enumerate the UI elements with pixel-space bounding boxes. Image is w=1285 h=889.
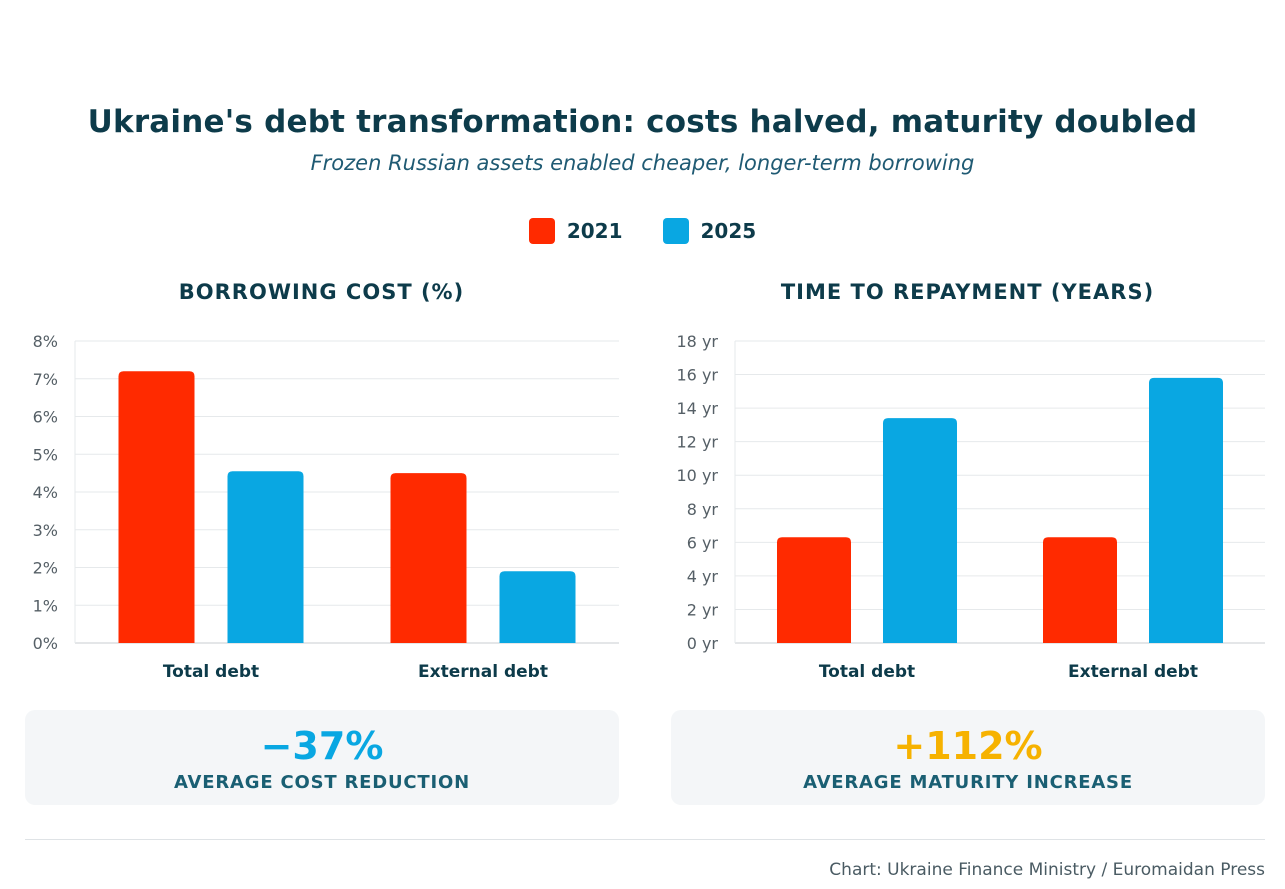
cost-y-tick-label: 2%: [33, 559, 58, 578]
legend-label-2025: 2025: [700, 219, 757, 243]
maturity-increase-value: +112%: [893, 724, 1043, 768]
maturity-increase-label: AVERAGE MATURITY INCREASE: [803, 772, 1133, 793]
borrowing-cost-chart: 0% 1% 2% 3% 4% 5% 6% 7% 8% Total debt External deb…: [33, 332, 619, 682]
cost-y-tick-label: 8%: [33, 332, 58, 351]
legend-item-2021: 2021: [528, 218, 623, 244]
legend-label-2021: 2021: [566, 219, 623, 243]
repay-category-label: External debt: [1068, 662, 1198, 682]
chart-title: Ukraine's debt transformation: costs hal…: [87, 104, 1198, 140]
cost-y-tick-label: 6%: [33, 408, 58, 427]
repay-bar-2025-external-debt: [1149, 377, 1223, 643]
repay-y-tick-label: 14 yr: [677, 399, 719, 418]
repay-y-tick-label: 6 yr: [687, 533, 719, 552]
cost-category-label: Total debt: [163, 662, 259, 682]
cost-reduction-label: AVERAGE COST REDUCTION: [174, 772, 470, 793]
cost-bar-2025-external-debt: [499, 571, 576, 643]
cost-y-tick-label: 0%: [33, 634, 58, 653]
legend-item-2025: 2025: [662, 218, 757, 244]
repayment-chart: 0 yr 2 yr 4 yr 6 yr 8 yr 10 yr 12 yr 14 yr 16 yr…: [677, 332, 1265, 682]
source-credit: Chart: Ukraine Finance Ministry / Euroma…: [829, 860, 1265, 880]
cost-reduction-value: −37%: [260, 724, 384, 768]
repay-y-tick-label: 2 yr: [687, 600, 719, 619]
borrowing-cost-title: BORROWING COST (%): [178, 280, 465, 304]
legend-swatch-2021: [528, 218, 555, 244]
repay-bar-2021-external-debt: [1043, 537, 1117, 643]
repay-y-tick-label: 0 yr: [687, 634, 719, 653]
repay-bar-2025-total-debt: [883, 418, 957, 643]
repay-y-tick-label: 12 yr: [677, 433, 719, 452]
legend-swatch-2025: [662, 218, 689, 244]
repay-y-tick-label: 4 yr: [687, 567, 719, 586]
cost-bar-2025-total-debt: [227, 471, 304, 643]
cost-bar-2021-external-debt: [390, 473, 467, 643]
cost-y-tick-label: 3%: [33, 521, 58, 540]
repay-y-tick-label: 16 yr: [677, 366, 719, 385]
maturity-increase-box: +112% AVERAGE MATURITY INCREASE: [671, 710, 1265, 805]
repay-y-tick-label: 10 yr: [677, 466, 719, 485]
repay-bar-2021-total-debt: [777, 537, 851, 643]
cost-y-tick-label: 5%: [33, 445, 58, 464]
cost-bar-2021-total-debt: [118, 371, 195, 643]
repay-y-tick-label: 18 yr: [677, 332, 719, 351]
cost-category-label: External debt: [418, 662, 548, 682]
repay-y-tick-label: 8 yr: [687, 500, 719, 519]
cost-y-tick-label: 1%: [33, 596, 58, 615]
footer-divider: [25, 839, 1265, 840]
chart-subtitle: Frozen Russian assets enabled cheaper, l…: [310, 151, 975, 175]
repay-category-label: Total debt: [819, 662, 915, 682]
cost-y-tick-label: 4%: [33, 483, 58, 502]
legend: 2021 2025: [0, 218, 1285, 244]
repayment-title: TIME TO REPAYMENT (YEARS): [780, 280, 1155, 304]
cost-y-tick-label: 7%: [33, 370, 58, 389]
cost-reduction-box: −37% AVERAGE COST REDUCTION: [25, 710, 619, 805]
